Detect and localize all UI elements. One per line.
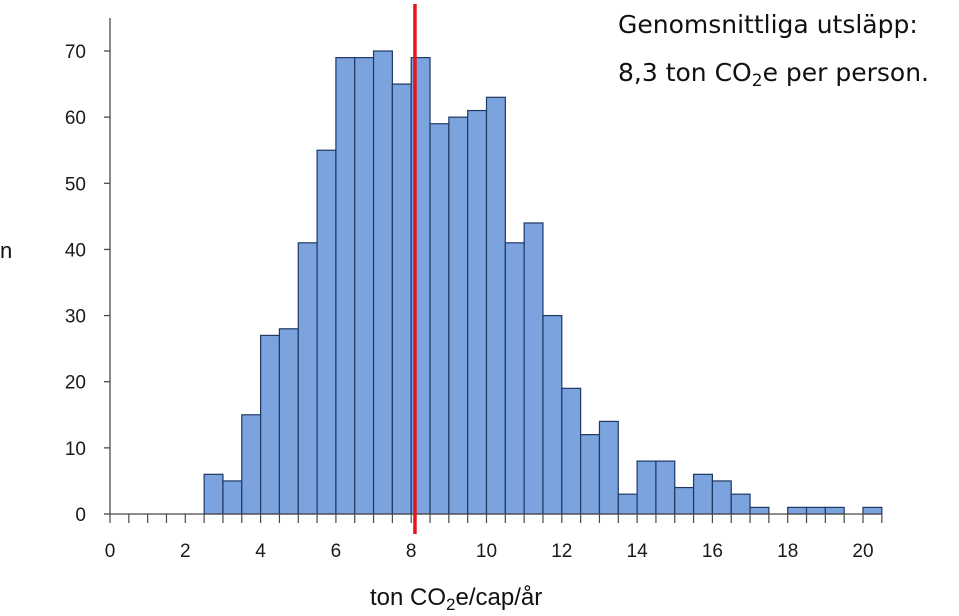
histogram-bar [504,242,525,515]
bars-group [203,50,883,515]
histogram-bar [542,314,563,515]
y-tick-label: 0 [75,505,86,526]
histogram-bar [862,506,883,515]
histogram-bar [429,123,450,515]
histogram-bar [448,116,469,515]
x-tick-label: 10 [476,541,497,562]
histogram-bar [278,328,299,515]
histogram-bar [485,96,506,515]
histogram-bar [711,480,732,515]
histogram-bar [805,506,826,515]
x-tick-label: 18 [777,541,798,562]
annotation-line-2: 8,3 ton CO2e per person. [618,58,930,91]
x-tick-label: 14 [627,541,649,562]
x-tick-label: 6 [331,541,342,562]
histogram-bar [636,460,657,515]
x-axis-label: ton CO2e/cap/år [370,584,543,614]
histogram-bar [787,506,808,515]
histogram-bar [674,486,695,515]
y-tick-label: 60 [65,108,86,129]
histogram-bar [824,506,845,515]
histogram-bar [354,57,375,515]
x-tick-label: 2 [180,541,191,562]
x-tick-label: 16 [702,541,723,562]
histogram-bar [391,83,412,515]
histogram-bar [260,334,281,515]
histogram-bar [617,493,638,515]
histogram-bar [730,493,751,515]
histogram-bar [316,149,337,515]
axes-group: 0 10 20 30 40 50 60 70 0 2 4 6 8 10 12 14 16 18 20 [65,18,883,562]
histogram-bar [580,434,601,515]
x-tick-label: 8 [406,541,417,562]
histogram-bar [598,420,619,515]
histogram-bar [655,460,676,515]
y-tick-label: 70 [65,42,86,63]
y-tick-label: 20 [65,373,86,394]
annotation-line-1: Genomsnittliga utsläpp: [618,10,918,39]
x-tick-label: 20 [852,541,873,562]
histogram-bar [749,506,770,515]
x-tick-label: 0 [105,541,116,562]
y-axis-label: n [0,238,13,263]
histogram-bar [523,222,544,515]
histogram-bar [241,414,262,515]
histogram-bar [372,50,393,515]
y-tick-label: 40 [65,240,86,261]
x-tick-label: 4 [255,541,266,562]
histogram-bar [692,473,714,515]
y-tick-label: 50 [65,174,86,195]
histogram-bar [222,480,243,515]
x-tick-label: 12 [551,541,572,562]
histogram-bar [297,242,318,515]
histogram-bar [335,57,356,515]
histogram-bar [203,473,224,515]
histogram-bar [561,387,582,515]
histogram-bar [467,109,488,515]
y-tick-label: 30 [65,307,86,328]
y-tick-label: 10 [65,439,86,460]
